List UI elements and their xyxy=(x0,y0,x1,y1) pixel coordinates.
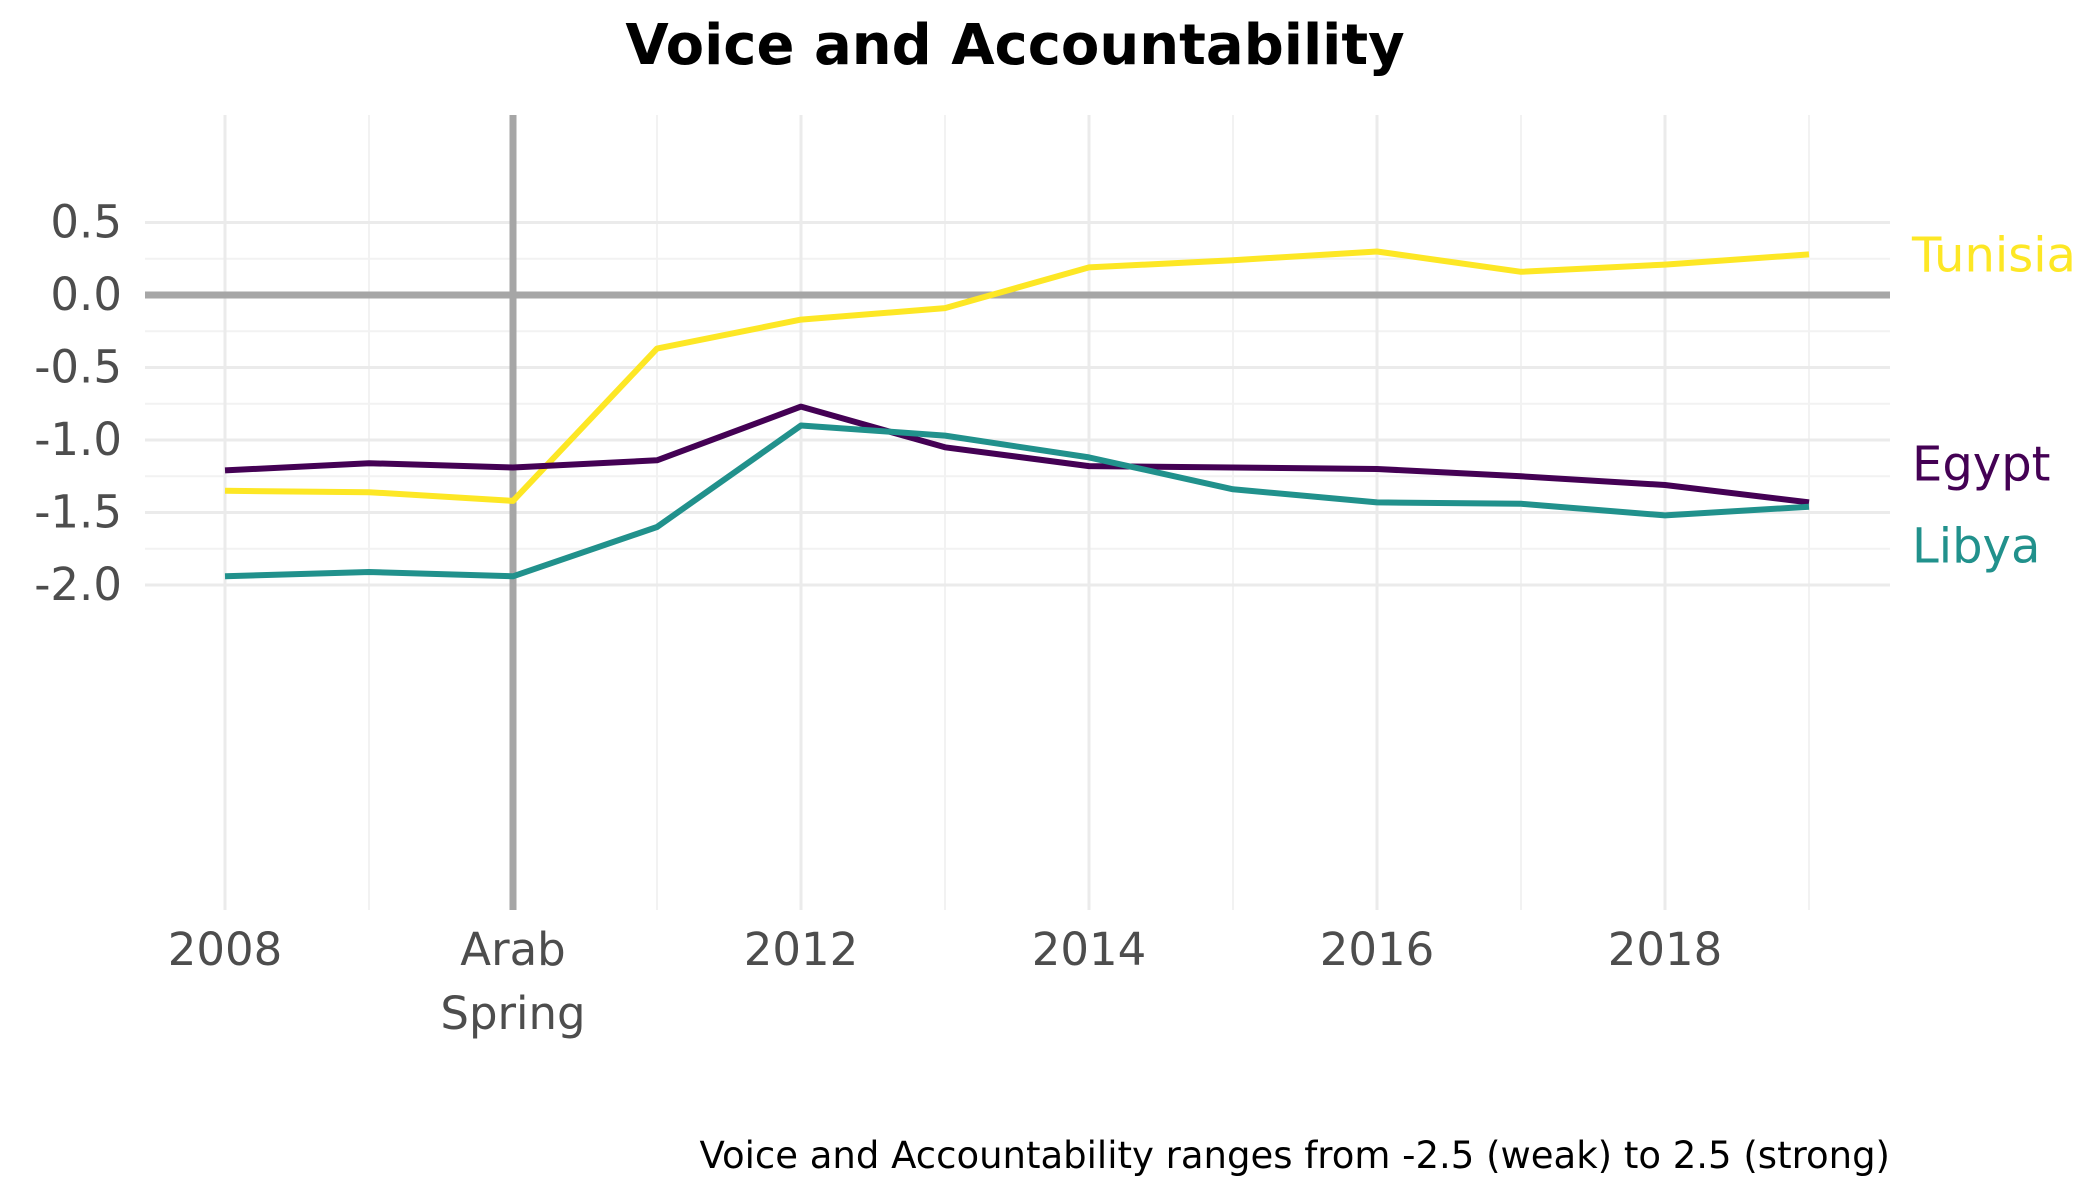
reference-lines xyxy=(145,115,1890,910)
x-axis-ticks: 2008 Arab Spring 2012 2014 2016 2018 xyxy=(168,923,1723,1040)
grid-lines xyxy=(145,115,1890,910)
x-tick-label: 2008 xyxy=(168,923,283,976)
chart-title: Voice and Accountability xyxy=(625,13,1404,78)
series-line-libya xyxy=(224,422,1810,580)
series-labels: Tunisia Egypt Libya xyxy=(1911,227,2076,574)
x-tick-label: 2018 xyxy=(1608,923,1723,976)
y-tick-label: -1.5 xyxy=(34,486,122,539)
x-tick-label: 2014 xyxy=(1032,923,1147,976)
series-line-tunisia xyxy=(224,248,1810,504)
y-axis-ticks: 0.5 0.0 -0.5 -1.0 -1.5 -2.0 xyxy=(34,196,122,612)
x-tick-label: Arab xyxy=(460,923,565,976)
series-lines xyxy=(224,248,1810,580)
series-label-egypt: Egypt xyxy=(1912,437,2051,493)
chart-caption: Voice and Accountability ranges from -2.… xyxy=(700,1134,1891,1177)
series-label-libya: Libya xyxy=(1912,519,2040,575)
x-tick-label: Spring xyxy=(440,987,585,1040)
y-tick-label: 0.5 xyxy=(50,196,122,249)
series-line-egypt xyxy=(224,403,1810,506)
y-tick-label: -1.0 xyxy=(34,413,122,466)
y-tick-label: -2.0 xyxy=(34,558,122,611)
x-tick-label: 2016 xyxy=(1320,923,1435,976)
y-tick-label: -0.5 xyxy=(34,341,122,394)
series-label-tunisia: Tunisia xyxy=(1911,227,2076,283)
x-tick-label: 2012 xyxy=(744,923,859,976)
y-tick-label: 0.0 xyxy=(50,268,122,321)
